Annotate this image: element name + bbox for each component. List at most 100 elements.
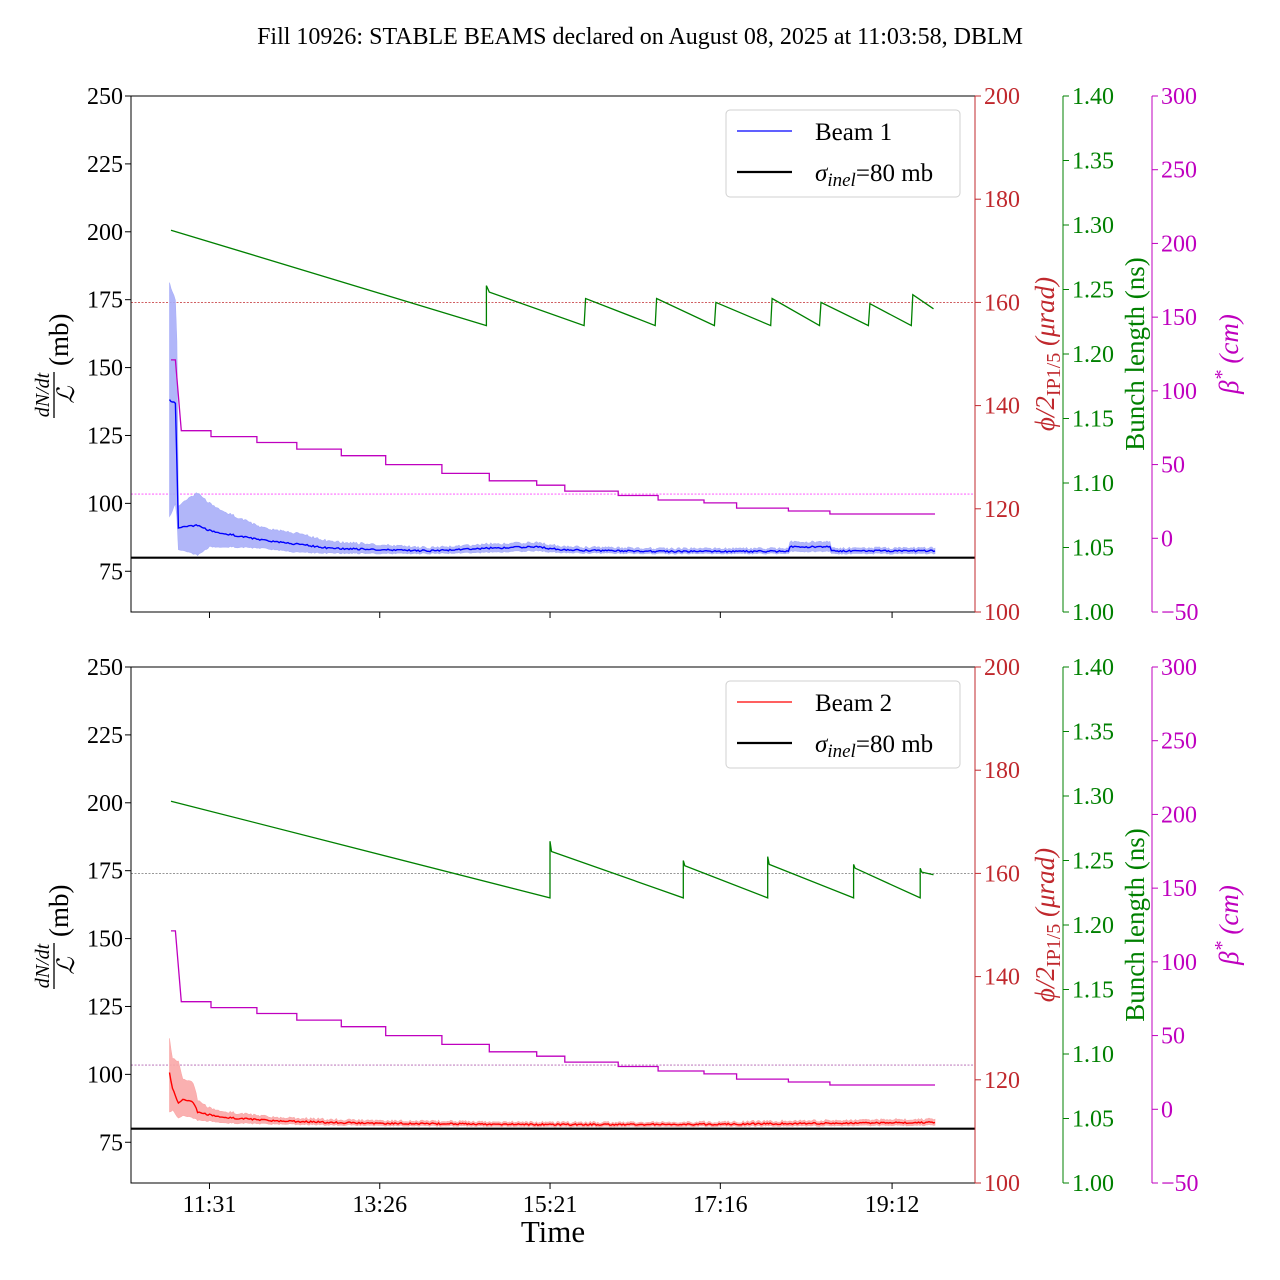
beta-tick-label: 100	[1161, 379, 1197, 405]
phi-tick-label: 180	[984, 187, 1020, 213]
beta-label-sup: *	[1211, 941, 1233, 951]
left-tick-label: 150	[87, 356, 123, 382]
bunch-tick-label: 1.25	[1072, 278, 1114, 304]
left-tick-label: 125	[87, 994, 123, 1020]
phi-tick-label: 120	[984, 1068, 1020, 1094]
phi-tick-label: 200	[984, 655, 1020, 681]
left-tick-label: 175	[87, 859, 123, 885]
phi-label-sub: IP1/5	[1043, 924, 1065, 967]
bunch-axis-label: Bunch length (ns)	[1120, 828, 1150, 1021]
beta-tick-label: 300	[1161, 655, 1197, 681]
sigma-symbol: σ	[815, 160, 829, 187]
figure-title: Fill 10926: STABLE BEAMS declared on Aug…	[257, 24, 1023, 50]
beta-tick-label: 0	[1161, 526, 1173, 552]
left-label-numerator: dN/dt	[32, 943, 54, 988]
panel-2: 75 100 125 150 175 200 225 250 11:31 13:26 15:21 17…	[32, 655, 1244, 1249]
legend: Beam 1 σinel=80 mb	[725, 109, 961, 198]
legend-beam-label: Beam 1	[815, 119, 892, 146]
left-tick-label: 200	[87, 791, 123, 817]
beta-tick-label: 150	[1161, 305, 1197, 331]
phi-axis-label: ϕ/2IP1/5 (μrad)	[1030, 277, 1065, 431]
beta-label-main: β	[1214, 951, 1244, 966]
beta-label-unit: (cm)	[1214, 885, 1244, 941]
bunch-tick-label: 1.05	[1072, 1107, 1114, 1133]
left-label-unit: (mb)	[44, 885, 74, 937]
x-tick-label: 19:12	[865, 1192, 920, 1218]
phi-tick-label: 100	[984, 1171, 1020, 1197]
bunch-tick-label: 1.00	[1072, 600, 1114, 626]
x-tick-label: 17:16	[693, 1192, 748, 1218]
left-label-numerator: dN/dt	[32, 372, 54, 417]
panel-1: 75 100 125 150 175 200 225 250 100 120 140 160 180 20…	[32, 84, 1244, 626]
beam-mean-line	[168, 1072, 936, 1127]
phi-tick-label: 100	[984, 600, 1020, 626]
bunch-tick-label: 1.35	[1072, 720, 1114, 746]
left-tick-label: 175	[87, 288, 123, 314]
bunch-tick-label: 1.15	[1072, 978, 1114, 1004]
beta-tick-label: 250	[1161, 158, 1197, 184]
left-tick-label: 100	[87, 1062, 123, 1088]
bunch-tick-label: 1.40	[1072, 655, 1114, 681]
bunch-tick-label: 1.05	[1072, 536, 1114, 562]
bunch-tick-label: 1.40	[1072, 84, 1114, 110]
phi-axis-label: ϕ/2IP1/5 (μrad)	[1030, 848, 1065, 1002]
beta-tick-label: 0	[1161, 1097, 1173, 1123]
sigma-value: =80 mb	[856, 731, 933, 758]
bunch-axis-label: Bunch length (ns)	[1120, 257, 1150, 450]
left-label-denominator: ℒ	[54, 957, 80, 975]
phi-label-main: ϕ/2	[1030, 967, 1060, 1002]
left-tick-label: 250	[87, 655, 123, 681]
left-tick-label: 250	[87, 84, 123, 110]
phi-tick-label: 200	[984, 84, 1020, 110]
bunch-length-line	[170, 229, 934, 327]
beta-tick-label: −50	[1161, 1171, 1199, 1197]
bunch-tick-label: 1.20	[1072, 913, 1114, 939]
sigma-symbol: σ	[815, 731, 829, 758]
legend: Beam 2 σinel=80 mb	[725, 680, 961, 769]
phi-tick-label: 160	[984, 861, 1020, 887]
phi-label-main: ϕ/2	[1030, 396, 1060, 431]
x-tick-label: 15:21	[523, 1192, 578, 1218]
beam-uncertainty-band	[169, 1038, 936, 1128]
sigma-subscript: inel	[827, 741, 856, 762]
beta-axis-label: β* (cm)	[1211, 885, 1244, 966]
left-label-unit: (mb)	[44, 314, 74, 366]
beta-tick-label: 250	[1161, 729, 1197, 755]
beta-tick-label: −50	[1161, 600, 1199, 626]
beta-tick-label: 200	[1161, 802, 1197, 828]
beta-label-unit: (cm)	[1214, 314, 1244, 370]
beta-star-line	[171, 930, 935, 1086]
left-tick-label: 150	[87, 927, 123, 953]
x-tick-label: 11:31	[183, 1192, 237, 1218]
beta-label-sup: *	[1211, 370, 1233, 380]
x-tick-label: 13:26	[352, 1192, 407, 1218]
sigma-subscript: inel	[827, 170, 856, 191]
bunch-tick-label: 1.25	[1072, 849, 1114, 875]
left-tick-label: 100	[87, 491, 123, 517]
beta-star-line	[171, 359, 935, 515]
phi-tick-label: 120	[984, 497, 1020, 523]
bunch-tick-label: 1.10	[1072, 1042, 1114, 1068]
bunch-tick-label: 1.00	[1072, 1171, 1114, 1197]
bunch-tick-label: 1.35	[1072, 149, 1114, 175]
legend-sigma-label: σinel=80 mb	[815, 160, 933, 191]
phi-tick-label: 180	[984, 758, 1020, 784]
phi-label-unit: (μrad)	[1030, 277, 1060, 353]
beta-tick-label: 100	[1161, 950, 1197, 976]
bunch-length-line	[170, 800, 934, 899]
phi-tick-label: 160	[984, 290, 1020, 316]
sigma-value: =80 mb	[856, 160, 933, 187]
legend-beam-label: Beam 2	[815, 690, 892, 717]
beta-tick-label: 150	[1161, 876, 1197, 902]
bunch-tick-label: 1.30	[1072, 213, 1114, 239]
left-tick-label: 75	[99, 1130, 123, 1156]
beta-label-main: β	[1214, 380, 1244, 395]
bunch-tick-label: 1.20	[1072, 342, 1114, 368]
left-axis-label: dN/dt ℒ (mb)	[32, 885, 80, 989]
legend-box	[725, 680, 961, 769]
bunch-tick-label: 1.10	[1072, 471, 1114, 497]
phi-label-sub: IP1/5	[1043, 353, 1065, 396]
x-axis-label: Time	[521, 1214, 585, 1249]
bunch-tick-label: 1.30	[1072, 784, 1114, 810]
